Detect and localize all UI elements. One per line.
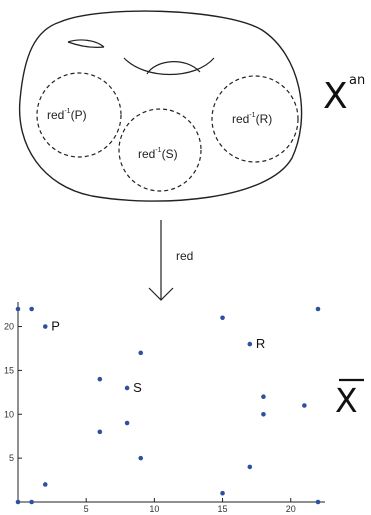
disc-label-S: red-1(S) [138,147,178,161]
reduction-space-label: X [335,381,358,420]
scatter-point [42,482,48,487]
scatter-plot: 5 10 15 20 5 10 15 20 P R S [4,302,325,514]
scatter-point [247,341,253,347]
scatter-point [29,306,34,312]
scatter-point [315,306,321,312]
y-tick-label: 15 [4,365,14,375]
point-labels: P R S [51,319,265,395]
scatter-point [261,394,266,400]
x-tick-label: 15 [218,504,228,514]
x-tick-label: 20 [286,504,296,514]
x-tick-label: 5 [84,504,89,514]
handle-left [67,39,105,48]
reduction-space-label-group: X [335,378,364,420]
y-tick-label: 5 [9,453,14,463]
scatter-point [247,464,253,470]
handle-right [123,57,215,75]
scatter-point [42,324,48,329]
scatter-point [138,350,144,356]
disc-S: red-1(S) [118,108,202,192]
scatter-points [15,306,321,505]
scatter-point [220,490,225,496]
analytic-space-outline [18,10,303,202]
scatter-point [315,499,321,505]
scatter-point [261,411,266,417]
scatter-point [124,420,130,426]
scatter-point [29,499,34,505]
disc-R: red-1(R) [211,75,299,163]
disc-label-R: red-1(R) [232,112,272,126]
x-tick-label: 10 [149,504,159,514]
scatter-point [97,429,103,435]
scatter-point [302,403,307,408]
y-tick-label: 10 [4,409,14,419]
y-tick-label: 20 [4,322,14,332]
y-ticks: 5 10 15 20 [4,322,22,463]
disc-label-P: red-1(P) [47,108,87,122]
analytic-space-label: X [323,76,348,117]
scatter-point [15,499,21,505]
analytic-space-superscript: an [349,73,365,88]
scatter-point [220,315,225,321]
scatter-point [15,306,21,312]
reduction-arrow [148,220,174,301]
point-label-P: P [51,319,60,334]
disc-P: red-1(P) [36,72,122,158]
point-label-R: R [256,336,265,351]
scatter-point [97,376,103,382]
scatter-point [138,455,144,461]
scatter-point [124,385,130,391]
reduction-arrow-label: red [176,249,193,263]
x-ticks: 5 10 15 20 [84,498,296,514]
point-label-S: S [133,380,142,395]
